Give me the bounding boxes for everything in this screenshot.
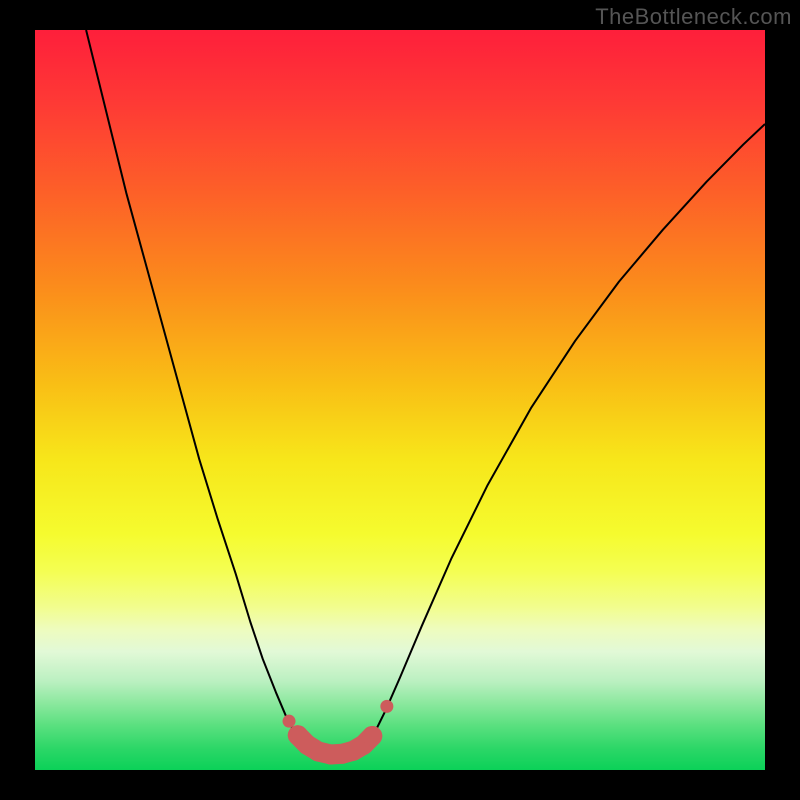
plot-background	[35, 30, 765, 770]
watermark-text: TheBottleneck.com	[595, 4, 792, 30]
chart-stage: TheBottleneck.com	[0, 0, 800, 800]
